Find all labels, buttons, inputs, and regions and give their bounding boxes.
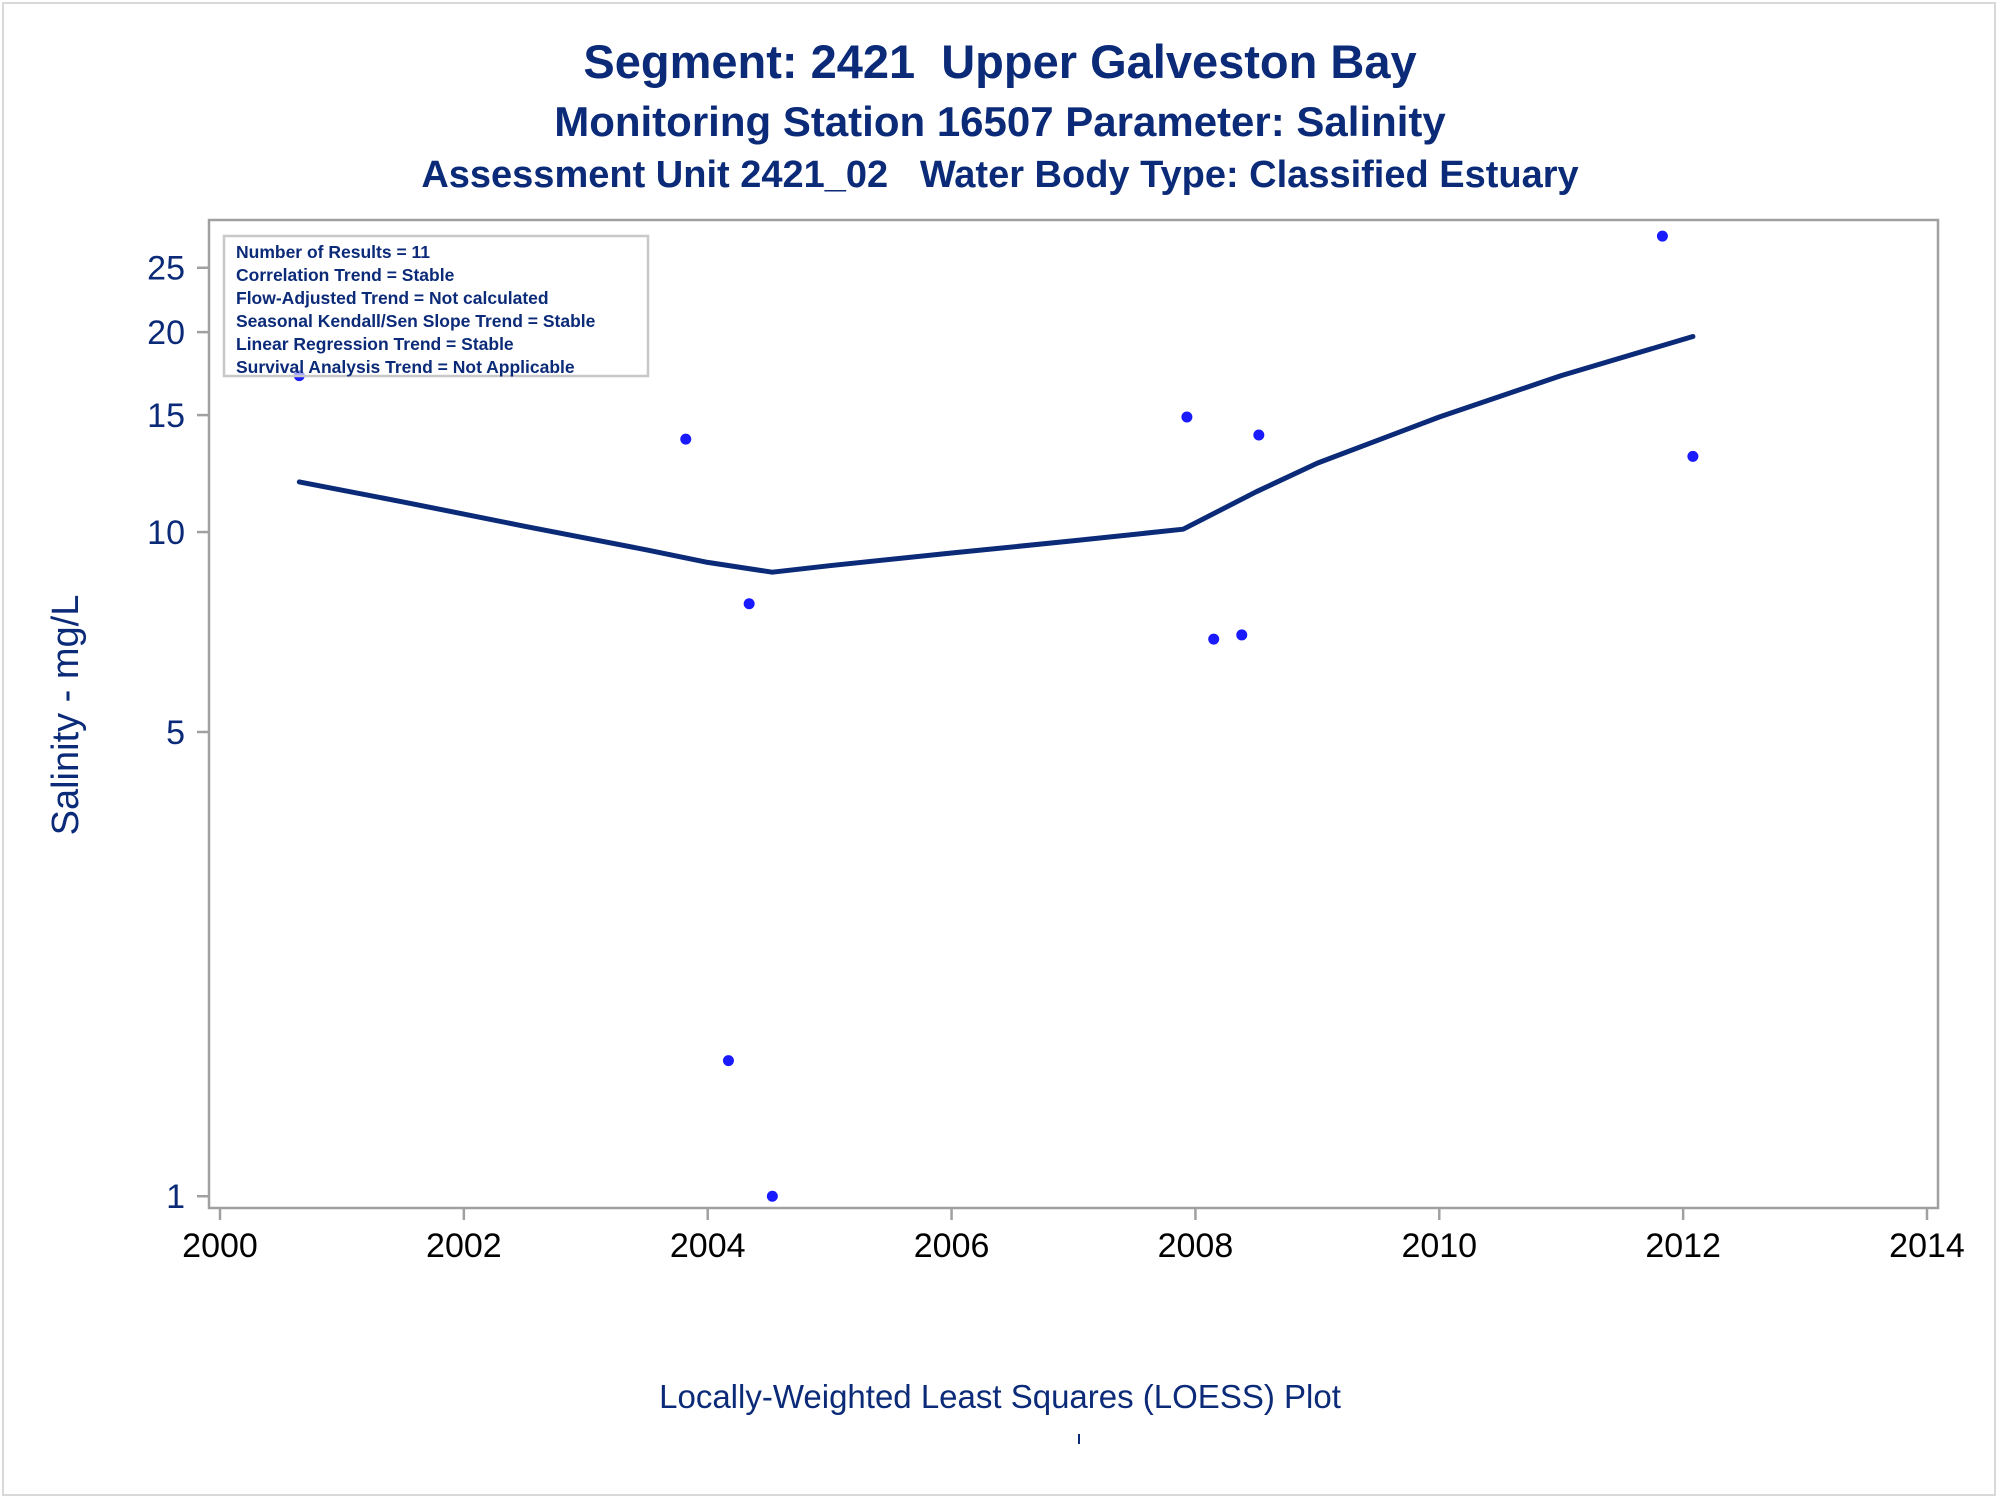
data-point [1236, 629, 1248, 641]
info-box-line: Correlation Trend = Stable [236, 265, 455, 285]
info-box-line: Number of Results = 11 [236, 242, 430, 262]
info-box-line: Survival Analysis Trend = Not Applicable [236, 357, 575, 377]
loess-trend-line [296, 334, 1696, 575]
x-tick-label: 2012 [1645, 1227, 1721, 1265]
y-axis-label: Salinity - mg/L [45, 595, 87, 836]
data-point [1253, 429, 1265, 441]
data-point [743, 598, 755, 610]
y-tick-label: 15 [147, 397, 185, 435]
x-tick-label: 2014 [1889, 1227, 1965, 1265]
info-box-line: Flow-Adjusted Trend = Not calculated [236, 288, 549, 308]
data-point [1687, 450, 1699, 462]
chart-subtitle-station: Monitoring Station 16507 Parameter: Sali… [554, 98, 1446, 145]
info-box-line: Linear Regression Trend = Stable [236, 334, 514, 354]
y-tick-label: 20 [147, 314, 185, 352]
x-tick-label: 2004 [670, 1227, 746, 1265]
chart-subtitle-assessment: Assessment Unit 2421_02 Water Body Type:… [421, 154, 1579, 196]
x-tick-label: 2006 [914, 1227, 990, 1265]
plot-area-frame [207, 218, 1940, 1210]
data-point [680, 433, 692, 445]
data-point [1656, 230, 1668, 242]
chart-title: Segment: 2421 Upper Galveston Bay [583, 35, 1417, 88]
data-point [1181, 411, 1193, 423]
x-tick-label: 2010 [1401, 1227, 1477, 1265]
data-point [722, 1055, 734, 1067]
x-tick-label: 2008 [1158, 1227, 1234, 1265]
info-box-line: Seasonal Kendall/Sen Slope Trend = Stabl… [236, 311, 596, 331]
footnote-tick-mark [1078, 1434, 1080, 1444]
data-point [766, 1190, 778, 1202]
y-tick-label: 10 [147, 514, 185, 552]
y-tick-label: 25 [147, 250, 185, 288]
x-tick-label: 2002 [426, 1227, 502, 1265]
chart-footnote: Locally-Weighted Least Squares (LOESS) P… [659, 1378, 1341, 1415]
stats-info-box [222, 234, 650, 378]
y-tick-label: 1 [166, 1178, 185, 1216]
data-point [1208, 633, 1220, 645]
x-tick-label: 2000 [182, 1227, 258, 1265]
y-tick-label: 5 [166, 714, 185, 752]
